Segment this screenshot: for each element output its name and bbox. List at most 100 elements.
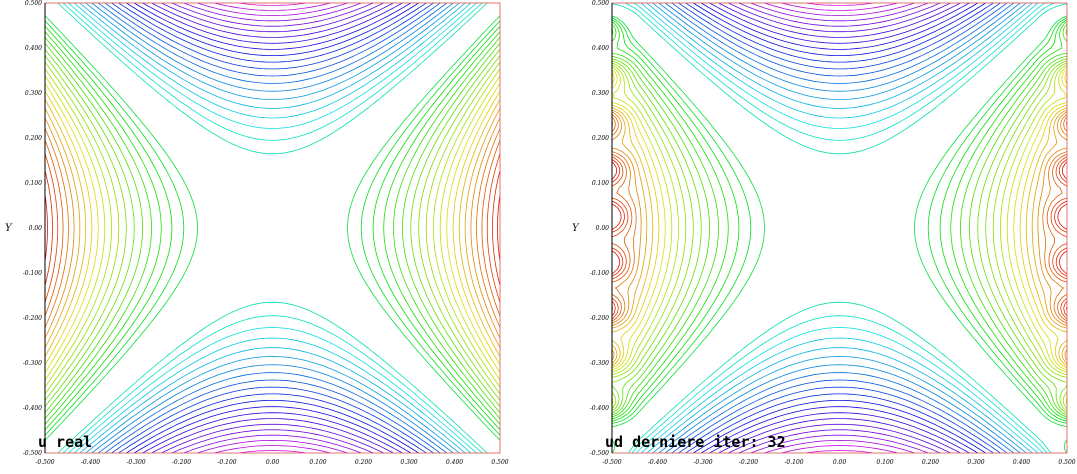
contour-line <box>45 43 500 413</box>
contour-line <box>693 3 986 453</box>
y-tick-label: 0.300 <box>25 90 42 97</box>
contour-line <box>805 3 874 453</box>
contour-line <box>612 71 1067 369</box>
x-tick-label: 0.00 <box>833 459 847 466</box>
y-tick-label: -0.400 <box>590 405 609 412</box>
contour-panel-ud-derniere-iter: 0.500 0.400 0.300 0.200 0.100 0.00 -0.100 -0.20… <box>572 0 1076 466</box>
contour-line <box>68 3 477 453</box>
y-tick-label: 0.400 <box>25 45 42 52</box>
contour-line <box>612 15 1067 453</box>
contour-line <box>238 3 307 453</box>
y-tick-label: -0.400 <box>23 405 42 412</box>
contour-line <box>118 3 427 453</box>
contour-line <box>45 61 500 395</box>
contour-line <box>45 49 500 407</box>
x-tick-label: -0.200 <box>739 459 758 466</box>
contour-line <box>45 153 500 303</box>
y-tick-label: 0.200 <box>25 135 42 142</box>
contour-line <box>664 3 1015 453</box>
contour-line <box>612 109 1067 365</box>
contour-line <box>85 3 460 453</box>
contour-line <box>197 3 348 453</box>
x-tick-label: -0.500 <box>35 459 54 466</box>
panel-title: ud derniere iter: 32 <box>605 433 786 451</box>
y-tick-label: -0.300 <box>590 360 609 367</box>
contour-line <box>57 3 488 453</box>
contour-line <box>45 90 500 366</box>
contour-line <box>133 3 412 453</box>
x-tick-label: 0.500 <box>1058 459 1075 466</box>
contour-line <box>45 25 500 431</box>
x-tick-label: 0.400 <box>446 459 463 466</box>
contour-line <box>728 3 951 453</box>
contour-line <box>126 3 419 453</box>
x-tick-label: 0.300 <box>967 459 984 466</box>
contour-line <box>612 21 1067 420</box>
contour-line <box>45 194 500 262</box>
contour-line <box>45 37 500 419</box>
x-tick-label: 0.200 <box>355 459 372 466</box>
y-axis-label: Y <box>5 223 13 234</box>
contour-line <box>612 27 1067 416</box>
contour-line <box>612 66 1067 373</box>
y-tick-label: -0.100 <box>590 270 609 277</box>
contour-line <box>612 107 1067 367</box>
y-tick-label: 0.400 <box>592 45 609 52</box>
x-tick-label: -0.400 <box>648 459 667 466</box>
x-tick-label: 0.100 <box>876 459 893 466</box>
contour-line <box>646 3 1033 453</box>
contour-line <box>658 3 1021 453</box>
contour-line <box>91 3 454 453</box>
contour-line <box>612 111 1067 361</box>
contour-line <box>612 17 1067 424</box>
contour-line <box>764 3 915 453</box>
x-tick-label: -0.100 <box>784 459 803 466</box>
plot-frame <box>611 2 1068 454</box>
contour-line <box>142 3 403 453</box>
contour-line <box>709 3 970 453</box>
y-tick-label: 0.100 <box>592 180 609 187</box>
contour-line <box>45 117 500 339</box>
contour-line <box>111 3 434 453</box>
y-tick-label: 0.00 <box>596 225 610 232</box>
contour-line <box>183 3 362 453</box>
contour-line <box>73 3 472 453</box>
contour-line <box>151 3 394 453</box>
y-tick-label: -0.100 <box>23 270 42 277</box>
contour-line <box>45 140 500 316</box>
contour-line <box>171 3 374 453</box>
y-axis-label: Y <box>572 223 580 234</box>
x-tick-label: 0.00 <box>266 459 280 466</box>
contour-line <box>612 3 1067 453</box>
contour-line <box>45 20 500 436</box>
contour-line <box>161 3 384 453</box>
contour-line <box>612 24 1067 418</box>
contour-line <box>738 3 941 453</box>
panel-title: u real <box>38 433 92 451</box>
x-tick-label: 0.200 <box>922 459 939 466</box>
contour-line <box>612 116 1067 322</box>
x-tick-label: 0.300 <box>400 459 417 466</box>
contour-line <box>671 3 1008 453</box>
contour-line <box>612 60 1067 412</box>
contour-line <box>45 15 500 441</box>
contour-line <box>612 161 1067 311</box>
contour-line <box>678 3 1001 453</box>
contour-line <box>750 3 929 453</box>
y-tick-label: -0.300 <box>23 360 42 367</box>
contour-line <box>45 75 500 381</box>
x-tick-label: 0.100 <box>309 459 326 466</box>
x-tick-label: -0.400 <box>81 459 100 466</box>
contour-line <box>612 158 1067 316</box>
x-tick-label: -0.200 <box>172 459 191 466</box>
contour-line <box>97 3 448 453</box>
contour-lines <box>45 3 500 453</box>
y-tick-label: -0.200 <box>590 315 609 322</box>
x-tick-label: 0.400 <box>1013 459 1030 466</box>
contour-line <box>652 3 1027 453</box>
y-tick-label: 0.300 <box>592 90 609 97</box>
contour-line <box>640 3 1039 453</box>
contour-line <box>45 108 500 348</box>
y-tick-label: 0.00 <box>29 225 43 232</box>
y-tick-label: -0.200 <box>23 315 42 322</box>
